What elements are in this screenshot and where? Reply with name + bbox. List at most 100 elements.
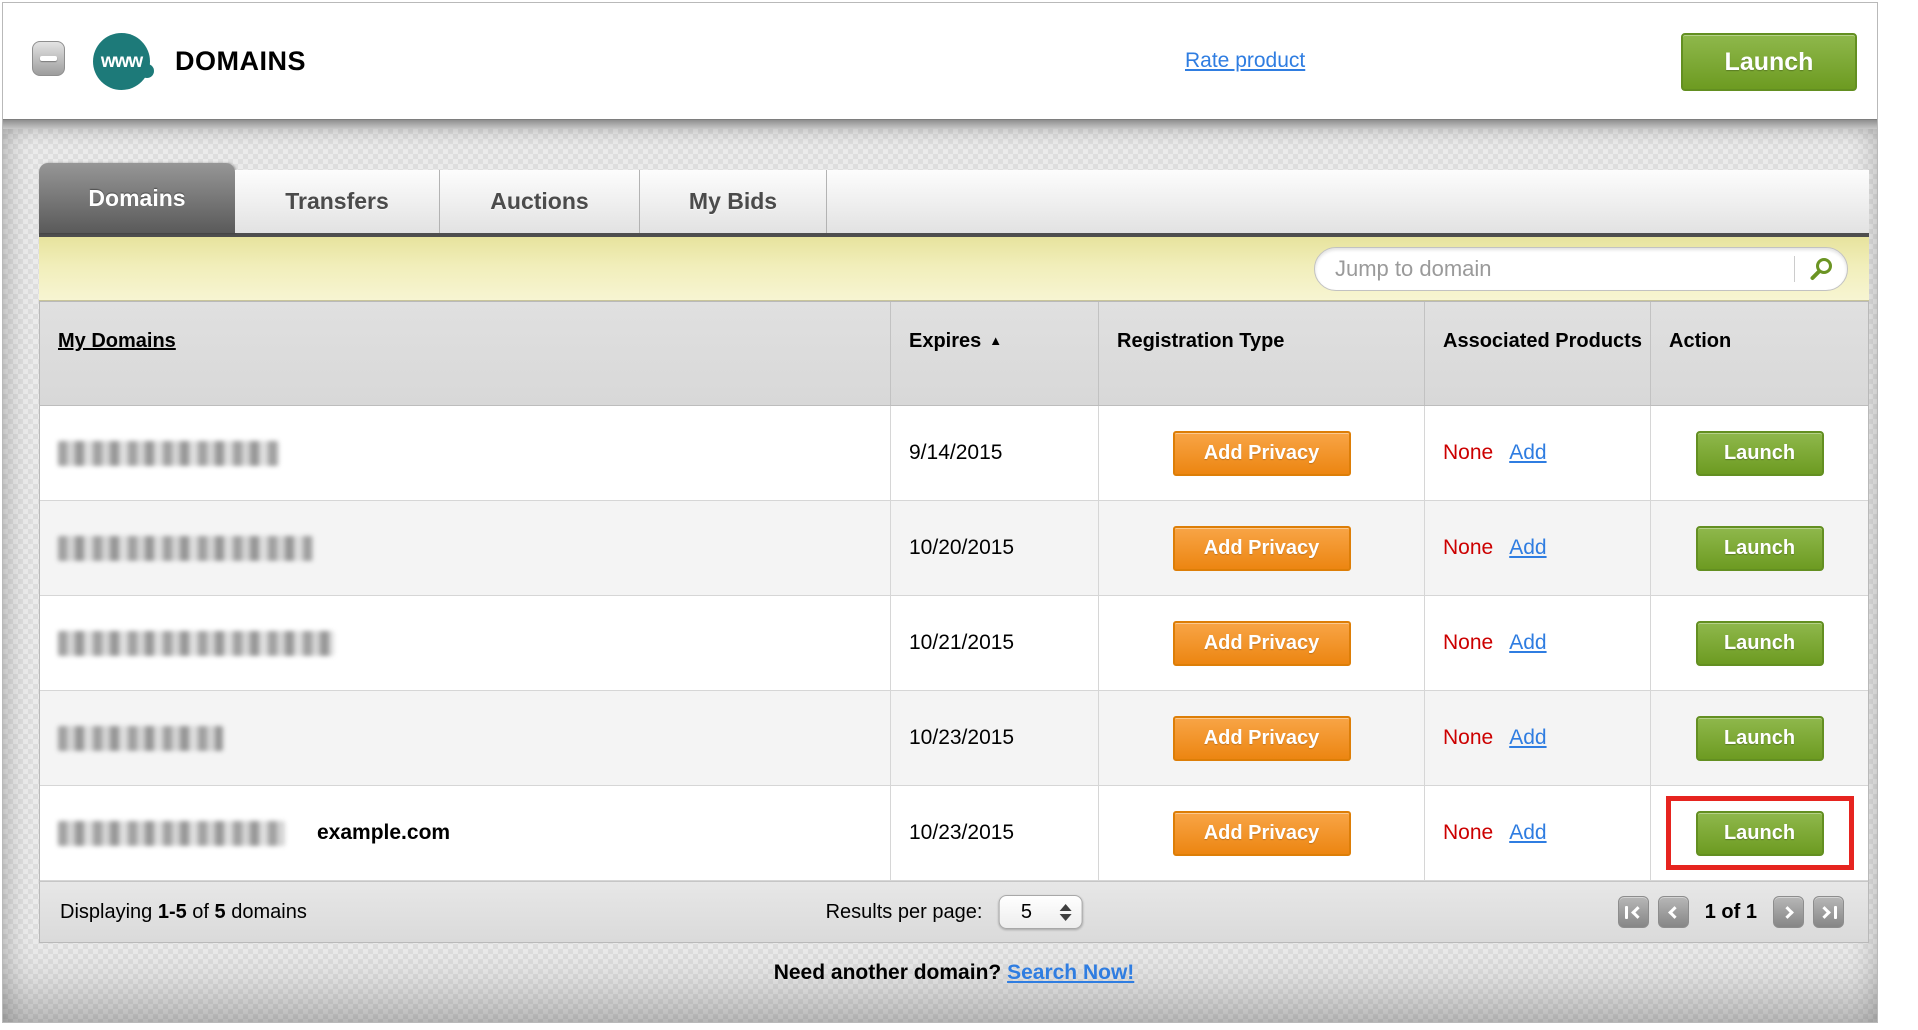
action-cell: Launch bbox=[1651, 786, 1868, 880]
content-area: Domains Transfers Auctions My Bids bbox=[3, 129, 1877, 1022]
tab-bar: Domains Transfers Auctions My Bids bbox=[39, 163, 1869, 233]
col-associated-products: Associated Products bbox=[1425, 302, 1651, 405]
search-input[interactable] bbox=[1315, 255, 1794, 282]
registration-type-cell: Add Privacy bbox=[1099, 691, 1425, 785]
col-expires[interactable]: Expires ▲ bbox=[891, 302, 1099, 405]
associated-products-value: None bbox=[1443, 726, 1494, 749]
redacted-domain bbox=[58, 630, 334, 656]
tab-bar-filler bbox=[827, 170, 1869, 233]
registration-type-cell: Add Privacy bbox=[1099, 786, 1425, 880]
tab-underline bbox=[39, 233, 1869, 237]
collapse-button[interactable] bbox=[32, 41, 65, 76]
table-row: example.com 10/23/2015 Add Privacy None … bbox=[40, 786, 1868, 881]
first-page-bar-icon bbox=[1624, 905, 1628, 919]
add-privacy-button[interactable]: Add Privacy bbox=[1172, 525, 1351, 571]
row-launch-button[interactable]: Launch bbox=[1695, 715, 1824, 761]
expires-label: Expires bbox=[909, 330, 982, 352]
sort-asc-icon: ▲ bbox=[989, 333, 1003, 348]
registration-type-cell: Add Privacy bbox=[1099, 596, 1425, 690]
add-product-link[interactable]: Add bbox=[1509, 726, 1547, 749]
www-icon-label: www bbox=[100, 50, 143, 72]
registration-type-cell: Add Privacy bbox=[1099, 501, 1425, 595]
displaying-domains: domains bbox=[231, 900, 307, 923]
table-row: 10/20/2015 Add Privacy None Add Launch bbox=[40, 501, 1868, 596]
associated-products-cell: None Add bbox=[1425, 406, 1651, 500]
table-body: 9/14/2015 Add Privacy None Add Launch bbox=[39, 405, 1869, 881]
associated-products-value: None bbox=[1443, 631, 1494, 654]
prev-page-button[interactable] bbox=[1657, 896, 1689, 928]
jump-to-domain-field[interactable] bbox=[1314, 246, 1848, 291]
search-icon[interactable] bbox=[1795, 256, 1847, 282]
col-registration-type: Registration Type bbox=[1099, 302, 1425, 405]
associated-products-cell: None Add bbox=[1425, 501, 1651, 595]
table-footer: Displaying 1-5 of 5 domains Results per … bbox=[39, 881, 1869, 943]
associated-products-cell: None Add bbox=[1425, 691, 1651, 785]
expires-date: 10/23/2015 bbox=[891, 691, 1099, 785]
rate-product-link[interactable]: Rate product bbox=[1185, 49, 1306, 72]
tab-transfers[interactable]: Transfers bbox=[235, 170, 440, 233]
pagination: 1 of 1 bbox=[1617, 896, 1844, 928]
displaying-label: Displaying bbox=[60, 900, 153, 923]
chevron-right-icon bbox=[1818, 905, 1831, 919]
search-separator bbox=[1794, 255, 1795, 282]
row-launch-button[interactable]: Launch bbox=[1695, 620, 1824, 666]
action-cell: Launch bbox=[1651, 596, 1868, 690]
associated-products-value: None bbox=[1443, 536, 1494, 559]
app-window: www DOMAINS Rate product Launch Domains … bbox=[2, 2, 1878, 1023]
add-product-link[interactable]: Add bbox=[1509, 821, 1547, 844]
row-launch-button[interactable]: Launch bbox=[1695, 810, 1824, 856]
prompt-text: Need another domain? bbox=[773, 961, 1002, 984]
first-page-button[interactable] bbox=[1617, 896, 1649, 928]
table-row: 9/14/2015 Add Privacy None Add Launch bbox=[40, 406, 1868, 501]
domain-cell: example.com bbox=[40, 786, 891, 880]
search-now-link[interactable]: Search Now! bbox=[1007, 961, 1135, 984]
associated-products-value: None bbox=[1443, 441, 1494, 464]
stepper-icon bbox=[1053, 903, 1081, 921]
associated-products-cell: None Add bbox=[1425, 786, 1651, 880]
expires-date: 10/23/2015 bbox=[891, 786, 1099, 880]
add-privacy-button[interactable]: Add Privacy bbox=[1172, 620, 1351, 666]
tab-domains[interactable]: Domains bbox=[39, 163, 235, 233]
action-cell: Launch bbox=[1651, 501, 1868, 595]
tab-my-bids[interactable]: My Bids bbox=[640, 170, 827, 233]
add-privacy-button[interactable]: Add Privacy bbox=[1172, 715, 1351, 761]
table-row: 10/23/2015 Add Privacy None Add Launch bbox=[40, 691, 1868, 786]
page-title: DOMAINS bbox=[175, 45, 306, 76]
add-product-link[interactable]: Add bbox=[1509, 441, 1547, 464]
tab-auctions[interactable]: Auctions bbox=[440, 170, 640, 233]
chevron-left-icon bbox=[1667, 905, 1681, 919]
expires-date: 9/14/2015 bbox=[891, 406, 1099, 500]
domain-cell bbox=[40, 691, 891, 785]
domains-product-icon: www bbox=[93, 33, 154, 90]
table-header: My Domains Expires ▲ Registration Type As… bbox=[39, 301, 1869, 405]
col-action: Action bbox=[1669, 330, 1732, 352]
add-product-link[interactable]: Add bbox=[1509, 536, 1547, 559]
sort-my-domains-link[interactable]: My Domains bbox=[58, 330, 176, 352]
search-bar bbox=[39, 237, 1869, 301]
add-product-link[interactable]: Add bbox=[1509, 631, 1547, 654]
app-header: www DOMAINS Rate product Launch bbox=[3, 3, 1877, 119]
displaying-of: of bbox=[192, 900, 209, 923]
domain-cell bbox=[40, 596, 891, 690]
add-privacy-button[interactable]: Add Privacy bbox=[1172, 430, 1351, 476]
add-privacy-button[interactable]: Add Privacy bbox=[1172, 810, 1351, 856]
header-divider bbox=[3, 119, 1877, 129]
results-per-page-select[interactable]: 5 bbox=[998, 895, 1083, 929]
expires-date: 10/20/2015 bbox=[891, 501, 1099, 595]
row-launch-button[interactable]: Launch bbox=[1695, 430, 1824, 476]
last-page-bar-icon bbox=[1834, 905, 1837, 919]
redacted-domain bbox=[58, 725, 223, 751]
domain-cell bbox=[40, 501, 891, 595]
associated-products-cell: None Add bbox=[1425, 596, 1651, 690]
footer-prompt: Need another domain? Search Now! bbox=[39, 961, 1869, 985]
chevron-right-icon bbox=[1781, 905, 1794, 919]
next-page-button[interactable] bbox=[1773, 896, 1804, 928]
col-my-domains: My Domains bbox=[40, 302, 891, 405]
results-per-page: Results per page: 5 bbox=[826, 895, 1083, 929]
action-cell: Launch bbox=[1651, 691, 1868, 785]
header-launch-button[interactable]: Launch bbox=[1681, 33, 1857, 91]
row-launch-button[interactable]: Launch bbox=[1695, 525, 1824, 571]
last-page-button[interactable] bbox=[1813, 896, 1844, 928]
associated-products-value: None bbox=[1443, 821, 1494, 844]
page-indicator: 1 of 1 bbox=[1704, 900, 1757, 923]
